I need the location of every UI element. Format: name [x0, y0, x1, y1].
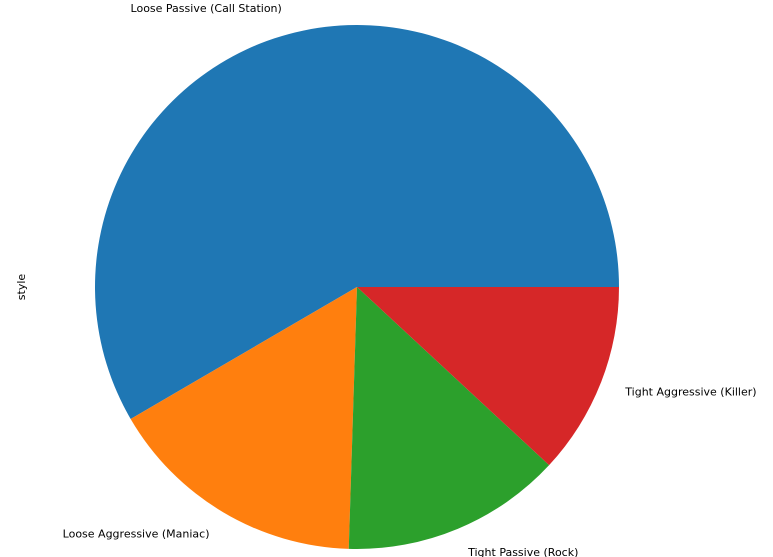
pie-slice-tight-passive-rock — [348, 287, 550, 549]
pie-slice-loose-passive-call-station — [94, 25, 620, 419]
pie-label-tight-aggressive-killer: Tight Aggressive (Killer) — [624, 385, 756, 398]
y-axis-label: style — [15, 274, 28, 301]
pie-labels: Loose Passive (Call Station) Loose Aggres… — [63, 2, 757, 557]
pie-slice-tight-aggressive-killer — [357, 287, 619, 466]
pie-label-loose-passive-call-station: Loose Passive (Call Station) — [131, 2, 282, 15]
pie-slices — [94, 25, 620, 549]
pie-slice-loose-aggressive-maniac — [130, 287, 357, 549]
pie-label-tight-passive-rock: Tight Passive (Rock) — [467, 546, 578, 557]
pie-label-loose-aggressive-maniac: Loose Aggressive (Maniac) — [63, 528, 210, 541]
